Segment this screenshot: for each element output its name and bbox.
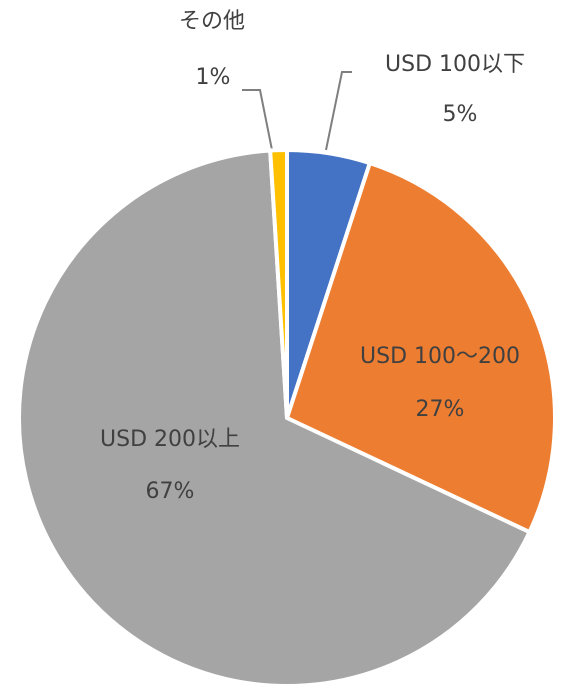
value-label: 5% (443, 102, 478, 127)
leader-line (242, 89, 273, 151)
category-label: USD 100～200 (360, 344, 520, 369)
pie-slice (284, 160, 557, 535)
category-label: USD 200以上 (100, 427, 240, 452)
pie-slice (17, 148, 533, 688)
value-label: 1% (196, 65, 231, 90)
value-label: 67% (146, 479, 195, 504)
category-label: その他 (179, 9, 245, 34)
value-label: 27% (416, 397, 465, 422)
leader-line (325, 71, 352, 151)
pie-slice (268, 147, 289, 419)
category-label: USD 100以下 (385, 52, 525, 77)
